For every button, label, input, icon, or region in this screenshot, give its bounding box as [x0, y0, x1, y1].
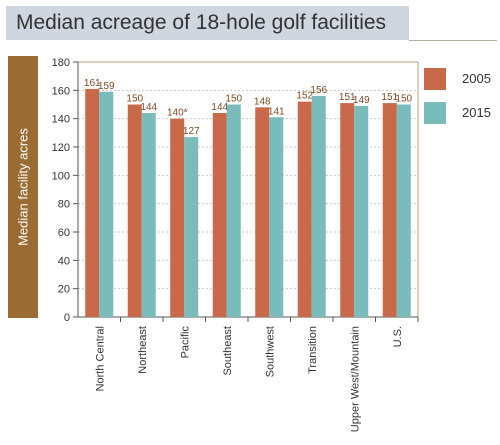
y-tick-label: 140	[52, 114, 70, 126]
legend: 2005 2015	[424, 68, 498, 138]
x-tick-label-7: U.S.	[392, 326, 404, 347]
legend-label-2005: 2005	[462, 71, 491, 86]
bar-2005-7	[382, 103, 397, 317]
data-label-2015-4: 141	[268, 106, 285, 117]
data-label-2005-0: 161	[84, 78, 101, 89]
y-tick-label: 20	[58, 284, 70, 296]
bar-2005-6	[340, 103, 355, 317]
data-label-2015-6: 149	[353, 95, 370, 106]
x-tick-label-6: Upper West/Mountain	[349, 326, 361, 432]
data-label-2015-1: 144	[140, 102, 157, 113]
bar-2015-5	[311, 96, 326, 317]
data-label-2015-5: 156	[310, 85, 327, 96]
chart-title: Median acreage of 18-hole golf facilitie…	[16, 11, 387, 34]
bar-2005-3	[212, 113, 227, 317]
x-tick-label-4: Southwest	[264, 326, 276, 377]
data-label-2015-3: 150	[225, 94, 242, 105]
bar-2005-5	[297, 101, 312, 318]
bar-2015-0	[99, 91, 114, 317]
legend-item-2015: 2015	[424, 102, 498, 124]
x-tick-label-3: Southeast	[222, 326, 234, 376]
title-banner: Median acreage of 18-hole golf facilitie…	[6, 6, 409, 40]
bar-2015-4	[269, 117, 284, 317]
data-label-2005-6: 151	[339, 92, 356, 103]
bar-2015-1	[141, 113, 156, 317]
bar-2015-2	[184, 137, 199, 317]
y-tick-label: 40	[58, 255, 70, 267]
bar-2005-1	[127, 104, 142, 317]
data-label-2005-7: 151	[381, 92, 398, 103]
bar-2005-0	[85, 88, 100, 318]
x-tick-label-0: North Central	[94, 326, 106, 391]
data-label-2005-2: 140*	[167, 108, 188, 119]
legend-label-2015: 2015	[462, 105, 491, 120]
data-label-2005-1: 150	[126, 94, 143, 105]
bar-2005-2	[170, 118, 185, 318]
legend-swatch-2015	[424, 102, 446, 124]
y-tick-label: 180	[52, 57, 70, 69]
legend-item-2005: 2005	[424, 68, 498, 90]
y-tick-label: 120	[52, 142, 70, 154]
data-label-2015-2: 127	[183, 126, 200, 137]
bar-2015-7	[396, 104, 411, 317]
data-label-2005-5: 152	[296, 91, 313, 102]
y-tick-label: 80	[58, 199, 70, 211]
y-tick-label: 160	[52, 85, 70, 97]
x-tick-label-2: Pacific	[179, 326, 191, 359]
y-tick-label: 60	[58, 227, 70, 239]
x-tick-label-5: Transition	[307, 326, 319, 374]
data-label-2005-3: 144	[211, 102, 228, 113]
x-tick-label-1: Northeast	[137, 326, 149, 374]
bar-2015-6	[354, 105, 369, 318]
y-axis-label-banner: Median facility acres	[8, 56, 38, 318]
data-label-2015-7: 150	[395, 94, 412, 105]
bar-2015-3	[226, 104, 241, 317]
y-tick-label: 0	[64, 312, 70, 324]
legend-swatch-2005	[424, 68, 446, 90]
bar-2005-4	[255, 107, 270, 317]
data-label-2015-0: 159	[98, 81, 115, 92]
title-divider	[409, 40, 497, 41]
data-label-2005-4: 148	[254, 96, 271, 107]
y-tick-label: 100	[52, 170, 70, 182]
